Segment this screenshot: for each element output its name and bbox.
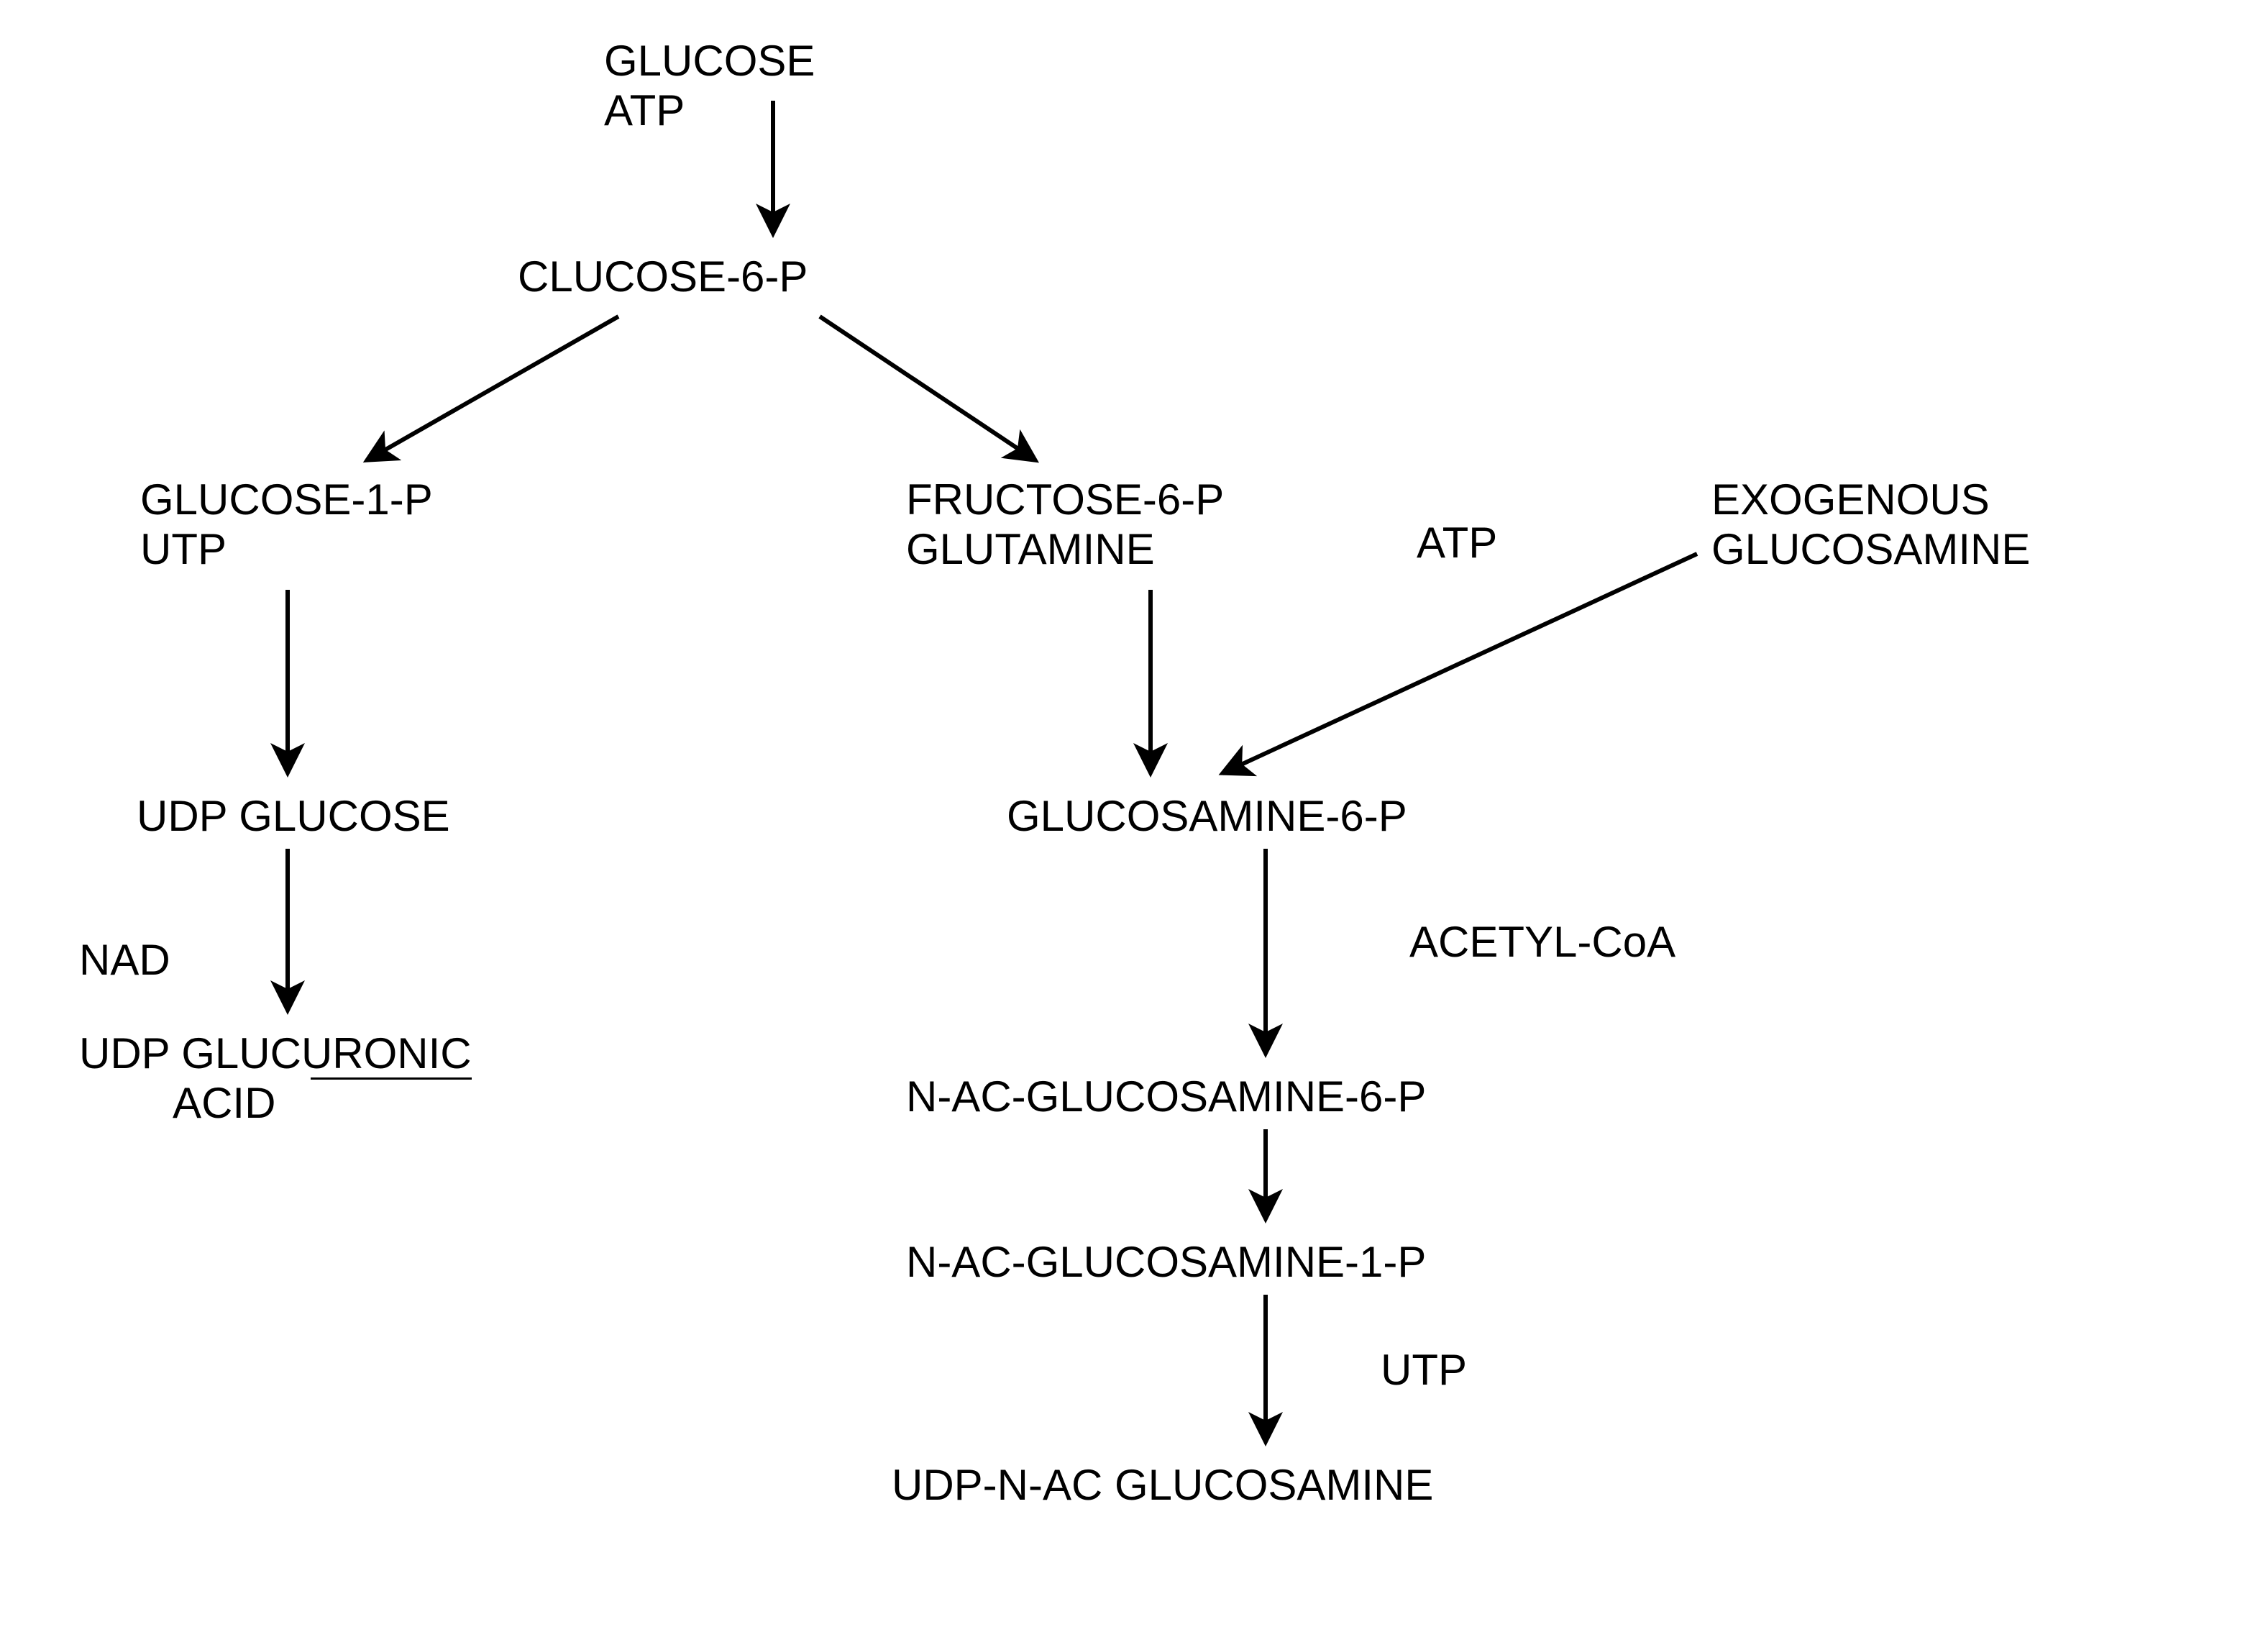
node-nad: NAD bbox=[79, 935, 170, 985]
node-glucose: GLUCOSEATP bbox=[604, 36, 815, 135]
node-udpglucuronic-line1: ACID bbox=[79, 1078, 472, 1128]
node-glucose1p-line0: GLUCOSE-1-P bbox=[140, 475, 433, 524]
node-exoglucosamine-line1: GLUCOSAMINE bbox=[1711, 524, 2030, 574]
node-glucose-line0: GLUCOSE bbox=[604, 36, 815, 86]
node-utp-line0: UTP bbox=[1381, 1345, 1467, 1395]
node-nacgluc1p-line0: N-AC-GLUCOSAMINE-1-P bbox=[906, 1237, 1426, 1287]
node-udpnacgluc-line0: UDP-N-AC GLUCOSAMINE bbox=[892, 1460, 1433, 1510]
node-udpglucose-line0: UDP GLUCOSE bbox=[137, 791, 450, 841]
node-nad-line0: NAD bbox=[79, 935, 170, 985]
node-fructose6p: FRUCTOSE-6-PGLUTAMINE bbox=[906, 475, 1224, 574]
node-atp-line0: ATP bbox=[1417, 518, 1497, 568]
node-utp: UTP bbox=[1381, 1345, 1467, 1395]
edge-exoglucosamine-to-glucosamine6p bbox=[1222, 554, 1697, 773]
node-glucose1p-line1: UTP bbox=[140, 524, 433, 574]
node-acetylcoa: ACETYL-CoA bbox=[1409, 917, 1675, 967]
node-nacgluc6p: N-AC-GLUCOSAMINE-6-P bbox=[906, 1072, 1426, 1121]
node-glucose6p-line0: CLUCOSE-6-P bbox=[518, 252, 808, 301]
node-exoglucosamine: EXOGENOUSGLUCOSAMINE bbox=[1711, 475, 2030, 574]
node-udpglucose: UDP GLUCOSE bbox=[137, 791, 450, 841]
node-glucose1p: GLUCOSE-1-PUTP bbox=[140, 475, 433, 574]
node-udpglucuronic: UDP GLUCURONIC ACID bbox=[79, 1029, 472, 1128]
node-glucosamine6p-line0: GLUCOSAMINE-6-P bbox=[1007, 791, 1407, 841]
node-atp: ATP bbox=[1417, 518, 1497, 568]
edge-glucose6p-to-fructose6p bbox=[820, 316, 1035, 460]
node-exoglucosamine-line0: EXOGENOUS bbox=[1711, 475, 2030, 524]
node-nacgluc1p: N-AC-GLUCOSAMINE-1-P bbox=[906, 1237, 1426, 1287]
node-udpnacgluc: UDP-N-AC GLUCOSAMINE bbox=[892, 1460, 1433, 1510]
node-udpglucuronic-line0: UDP GLUCURONIC bbox=[79, 1029, 472, 1078]
edge-glucose6p-to-glucose1p bbox=[367, 316, 618, 460]
node-glucosamine6p: GLUCOSAMINE-6-P bbox=[1007, 791, 1407, 841]
node-glucose-line1: ATP bbox=[604, 86, 815, 135]
node-fructose6p-line1: GLUTAMINE bbox=[906, 524, 1224, 574]
node-nacgluc6p-line0: N-AC-GLUCOSAMINE-6-P bbox=[906, 1072, 1426, 1121]
node-glucose6p: CLUCOSE-6-P bbox=[518, 252, 808, 301]
node-acetylcoa-line0: ACETYL-CoA bbox=[1409, 917, 1675, 967]
node-fructose6p-line0: FRUCTOSE-6-P bbox=[906, 475, 1224, 524]
